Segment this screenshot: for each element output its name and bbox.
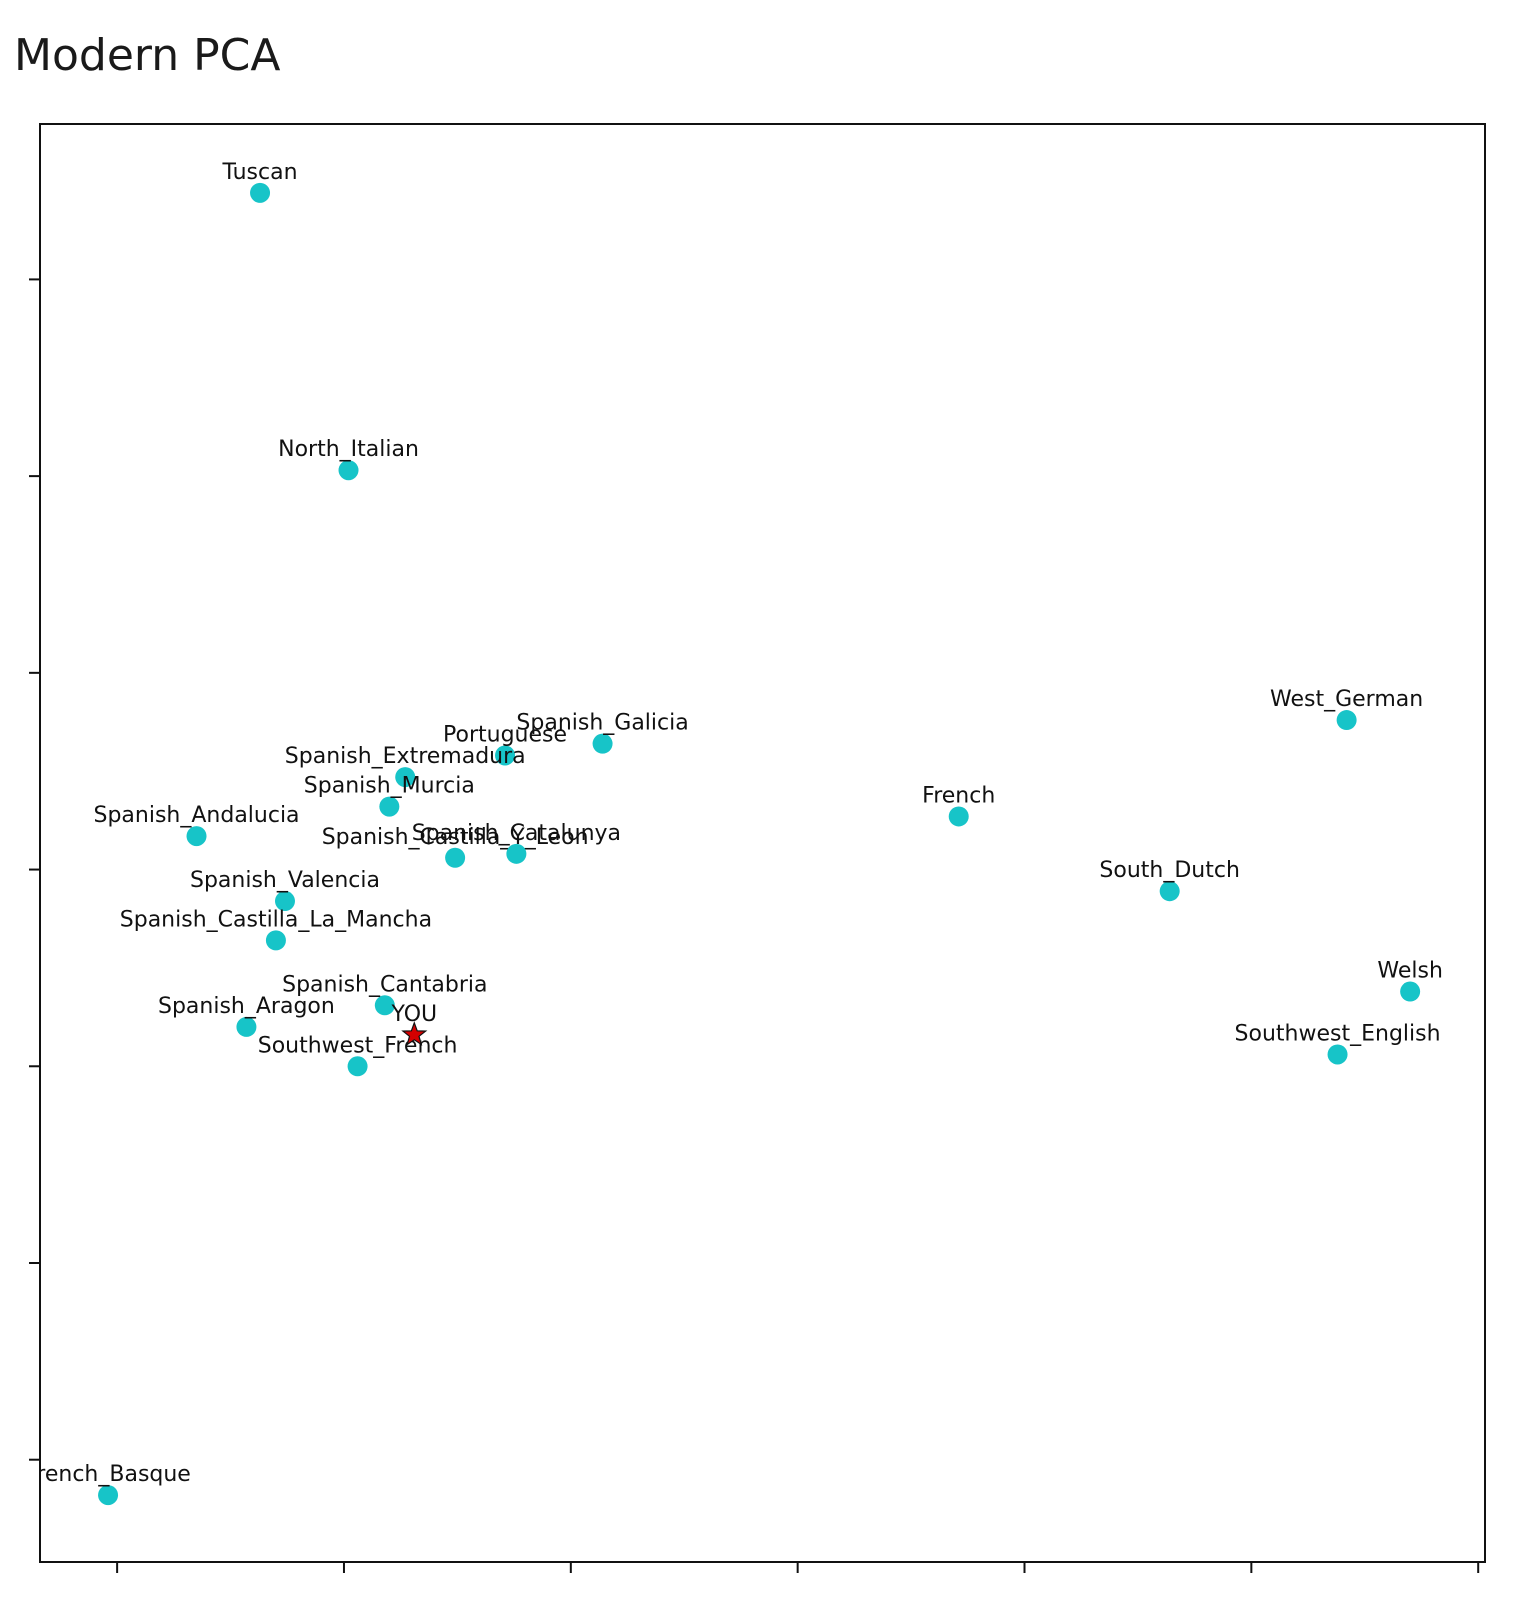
point-label: Spanish_Andalucia — [93, 803, 299, 828]
point — [592, 733, 613, 754]
highlight-label: YOU — [390, 1002, 437, 1027]
point-label: North_Italian — [278, 437, 419, 462]
point — [495, 745, 516, 766]
point — [1327, 1044, 1348, 1065]
point-label: French — [922, 783, 995, 808]
point — [265, 930, 286, 951]
point-label: Spanish_Murcia — [304, 774, 475, 799]
chart-title: Modern PCA — [14, 30, 281, 81]
point-label: Spanish_Extremadura — [285, 744, 526, 769]
point — [98, 1485, 119, 1506]
point — [379, 796, 400, 817]
point — [1159, 881, 1180, 902]
point — [1400, 981, 1421, 1002]
plot-area: Tuscan North_Italian Spanish_GaliciaPortug… — [25, 160, 1443, 1506]
point-label: Tuscan — [222, 160, 298, 185]
point — [395, 767, 416, 788]
point — [236, 1016, 257, 1037]
point — [338, 460, 359, 481]
point — [506, 843, 527, 864]
highlight-point — [401, 1021, 428, 1046]
point — [374, 995, 395, 1016]
point-label: Spanish_Catalunya — [412, 821, 621, 846]
point — [186, 826, 207, 847]
point — [1336, 710, 1357, 731]
point-label: Southwest_French — [258, 1033, 458, 1058]
point-label: Spanish_Cantabria — [282, 972, 487, 997]
point-label: West_German — [1270, 687, 1423, 712]
point-label: Spanish_Castilla_Y_Leon — [322, 825, 589, 850]
point-label: Spanish_Valencia — [190, 868, 380, 893]
point — [347, 1056, 368, 1077]
point-label: South_Dutch — [1099, 858, 1240, 883]
point — [250, 182, 271, 203]
point — [948, 806, 969, 827]
plot-frame — [39, 123, 1486, 1563]
point — [445, 847, 466, 868]
point-label: French_Basque — [25, 1462, 191, 1487]
point-label: Spanish_Galicia — [516, 711, 688, 736]
point — [274, 891, 295, 912]
point-label: Southwest_English — [1235, 1021, 1441, 1046]
point-label: Spanish_Castilla_La_Mancha — [120, 907, 432, 932]
point-label: Spanish_Aragon — [158, 994, 335, 1019]
point-label: Portuguese — [443, 722, 567, 747]
point-label: Welsh — [1377, 959, 1443, 984]
